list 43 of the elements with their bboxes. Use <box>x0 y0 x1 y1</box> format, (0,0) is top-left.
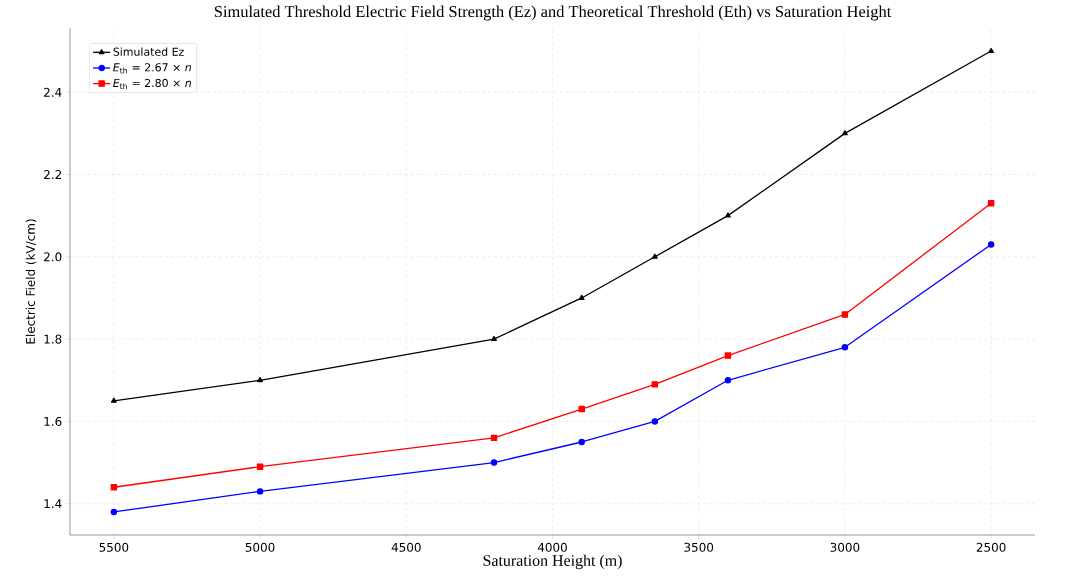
point <box>490 459 498 466</box>
point <box>491 335 497 342</box>
y-tick-label: 2.0 <box>44 252 62 262</box>
point <box>841 344 849 351</box>
y-tick-label: 1.4 <box>44 499 62 509</box>
x-tick-label: 5500 <box>99 542 129 552</box>
y-tick-label: 1.6 <box>44 416 62 426</box>
point <box>724 352 732 359</box>
y-axis-title: Electric Field (kV/cm) <box>25 219 37 344</box>
point <box>651 253 658 259</box>
y-tick-label: 2.2 <box>44 170 62 179</box>
point <box>257 377 263 383</box>
point <box>987 241 995 248</box>
x-tick-label: 2500 <box>976 542 1006 552</box>
point <box>578 438 585 446</box>
point <box>724 377 732 384</box>
point <box>841 311 849 318</box>
point <box>256 488 264 495</box>
y-tick-label: 2.4 <box>44 87 62 97</box>
point <box>651 381 659 388</box>
legend-label: E$_{th}$ = 2.67 × n <box>113 63 191 74</box>
y-tick-label: 1.8 <box>44 334 62 344</box>
point <box>725 212 731 218</box>
point <box>578 294 585 300</box>
x-tick-label: 5000 <box>245 542 275 552</box>
x-axis-title: Saturation Height (m) <box>483 554 622 570</box>
point <box>651 418 659 425</box>
legend-label: E$_{th}$ = 2.80 × n <box>113 78 191 89</box>
x-tick-label: 3000 <box>830 542 860 552</box>
x-tick-label: 4000 <box>537 542 567 552</box>
x-tick-label: 4500 <box>391 542 421 552</box>
point <box>110 508 118 516</box>
point <box>110 484 118 491</box>
point <box>256 463 264 470</box>
point <box>578 405 585 413</box>
chart-title: Simulated Threshold Electric Field Strength (Ez) and Theoretical Threshold (Eth) vs Saturation Height <box>214 5 892 21</box>
x-tick-label: 3500 <box>684 542 714 552</box>
point <box>490 434 498 442</box>
legend-label: Simulated Ez <box>113 47 184 56</box>
point <box>842 130 848 136</box>
point <box>110 397 117 403</box>
point <box>987 200 995 207</box>
point <box>988 47 995 53</box>
